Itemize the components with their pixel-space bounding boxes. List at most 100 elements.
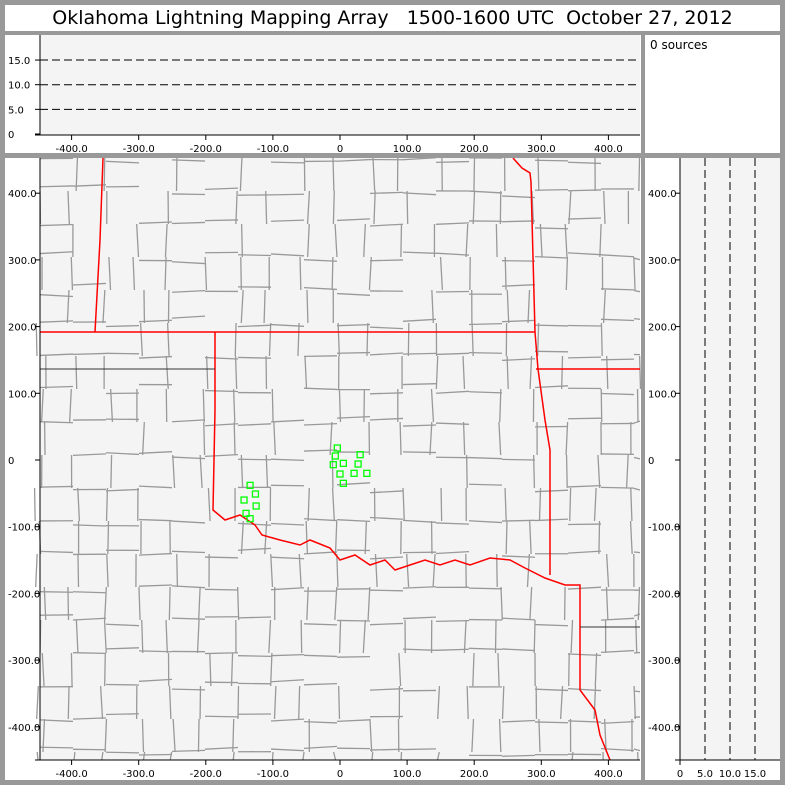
- county-border: [72, 184, 107, 187]
- county-border: [136, 223, 140, 258]
- county-border: [402, 487, 405, 522]
- county-border: [567, 252, 602, 256]
- county-border: [240, 223, 244, 258]
- county-border: [270, 522, 305, 526]
- lightning-source-marker: [331, 452, 339, 460]
- county-border: [303, 518, 338, 522]
- county-border: [494, 619, 497, 654]
- county-border: [207, 487, 211, 522]
- county-border: [101, 751, 104, 761]
- county-border: [204, 556, 239, 559]
- county-border: [35, 553, 38, 588]
- county-border: [240, 256, 242, 291]
- county-border: [36, 685, 39, 720]
- county-border: [534, 721, 569, 724]
- county-border: [105, 352, 140, 355]
- county-border: [336, 292, 371, 296]
- county-border: [168, 586, 171, 621]
- county-border: [171, 193, 206, 196]
- county-border: [105, 713, 140, 716]
- lightning-source-marker: [350, 469, 358, 477]
- county-border: [437, 685, 441, 720]
- county-border: [504, 256, 507, 291]
- x-tick-label: -400.0: [55, 769, 87, 780]
- county-border: [338, 388, 342, 423]
- county-border: [268, 619, 272, 654]
- altitude-vs-y-panel: 400.0 300.0 200.0 100.0 0 -100.0 -200.0 -300.0 -…: [645, 158, 780, 780]
- county-border: [40, 388, 44, 423]
- x-tick-label: -300.0: [123, 144, 155, 153]
- county-border: [402, 451, 437, 454]
- county-border: [633, 256, 636, 291]
- county-border: [39, 550, 74, 554]
- county-border: [72, 652, 107, 655]
- county-border: [303, 623, 338, 626]
- county-border: [462, 421, 466, 456]
- county-border: [202, 388, 205, 423]
- county-border: [39, 251, 74, 255]
- county-border: [598, 520, 601, 555]
- county-border: [43, 586, 47, 621]
- county-border: [435, 390, 470, 394]
- county-border: [436, 751, 440, 761]
- county-border: [303, 259, 338, 262]
- county-border: [435, 222, 470, 225]
- county-border: [199, 454, 203, 489]
- county-border: [196, 619, 200, 654]
- x-tick-label: 400.0: [594, 769, 623, 780]
- county-border: [534, 518, 569, 522]
- county-border: [534, 256, 569, 259]
- lightning-source-marker: [240, 496, 248, 504]
- county-border: [39, 223, 74, 227]
- county-border: [176, 553, 179, 588]
- county-border: [369, 223, 404, 227]
- county-border: [471, 718, 475, 753]
- county-border: [237, 655, 272, 658]
- county-border: [371, 751, 374, 761]
- county-border: [565, 454, 568, 489]
- county-border: [298, 553, 302, 588]
- county-border: [429, 421, 433, 456]
- x-tick-label: -100.0: [257, 144, 289, 153]
- county-border: [501, 458, 536, 461]
- county-border: [600, 617, 635, 621]
- county-border: [270, 587, 305, 591]
- county-border: [362, 619, 366, 654]
- county-border: [633, 690, 641, 693]
- county-border: [368, 256, 372, 291]
- county-border: [338, 619, 342, 654]
- county-border: [203, 421, 206, 456]
- county-border: [271, 751, 274, 761]
- county-border: [104, 652, 106, 687]
- map-layer: 400.0 300.0 200.0 100.0 0 -100.0 -200.0 -300.0 -…: [8, 158, 641, 780]
- county-border: [369, 748, 404, 751]
- county-border: [534, 159, 569, 162]
- county-border: [570, 619, 574, 654]
- county-border: [468, 520, 503, 524]
- county-border: [102, 289, 106, 324]
- county-border: [198, 586, 201, 621]
- county-border: [603, 190, 606, 225]
- county-border: [302, 751, 305, 761]
- county-border: [468, 322, 503, 326]
- county-border: [402, 192, 437, 196]
- county-border: [237, 324, 272, 328]
- county-border: [536, 322, 540, 357]
- y-tick-label: 100.0: [8, 389, 37, 400]
- x-tick-label: 0: [337, 144, 343, 153]
- county-border: [237, 616, 272, 619]
- county-border: [465, 454, 468, 489]
- county-border: [369, 718, 373, 753]
- county-border: [472, 190, 476, 225]
- county-border: [399, 421, 402, 456]
- county-border: [73, 751, 76, 761]
- county-border: [139, 322, 144, 357]
- county-border: [567, 720, 602, 723]
- county-border: [303, 745, 338, 749]
- county-border: [567, 550, 602, 554]
- county-border: [605, 553, 610, 588]
- lightning-source-marker: [246, 481, 254, 489]
- county-border: [534, 188, 569, 191]
- y-tick-label: 300.0: [8, 256, 37, 267]
- county-border: [230, 652, 234, 687]
